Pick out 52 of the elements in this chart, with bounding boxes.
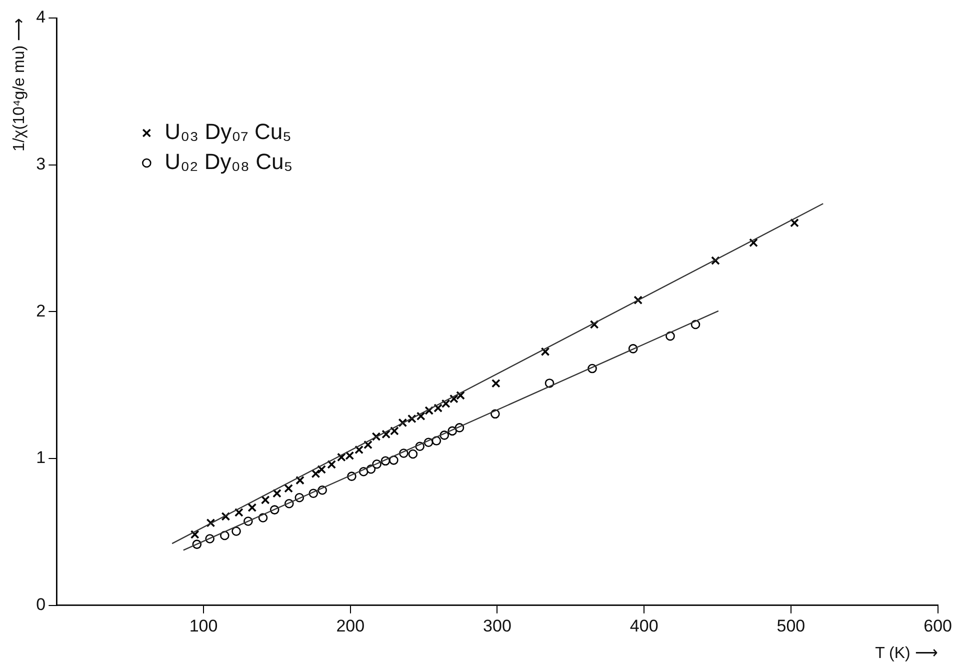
point xyxy=(424,406,434,415)
point xyxy=(296,476,304,485)
point xyxy=(434,404,442,412)
y-axis-title: 1/χ(10⁴g/e mu) ⟶ xyxy=(11,18,28,152)
point xyxy=(336,452,346,462)
x-tick-label: 300 xyxy=(483,616,512,636)
point xyxy=(398,418,408,428)
point xyxy=(372,432,381,441)
point xyxy=(317,464,326,474)
point xyxy=(232,526,241,536)
x-axis-title: T (K) ⟶ xyxy=(875,644,938,662)
x-tick-label: 200 xyxy=(336,616,365,636)
point xyxy=(749,238,758,248)
point xyxy=(206,518,216,528)
point xyxy=(248,503,257,512)
point xyxy=(491,378,500,388)
point xyxy=(540,347,550,356)
point xyxy=(408,449,418,459)
point xyxy=(634,296,643,305)
point xyxy=(354,445,364,454)
point xyxy=(449,394,458,404)
point xyxy=(416,412,426,421)
point xyxy=(260,496,270,504)
y-tick-label: 0 xyxy=(36,595,46,614)
point xyxy=(364,440,372,450)
point xyxy=(790,218,799,228)
legend-label: U₀₂ Dy₀₈ Cu₅ xyxy=(164,149,293,174)
y-tick-label: 4 xyxy=(36,8,46,27)
point xyxy=(711,256,720,266)
point xyxy=(272,488,282,498)
point xyxy=(382,430,390,439)
point xyxy=(221,512,230,521)
legend-label: U₀₃ Dy₀₇ Cu₅ xyxy=(164,119,292,144)
y-tick-label: 1 xyxy=(36,448,46,468)
point xyxy=(284,484,293,493)
point xyxy=(311,469,320,478)
point xyxy=(456,390,465,400)
point xyxy=(441,399,450,408)
point xyxy=(390,426,399,436)
x-tick-label: 600 xyxy=(924,616,952,636)
point xyxy=(190,530,200,539)
point xyxy=(345,451,354,460)
x-tick-label: 100 xyxy=(189,616,218,636)
x-tick-label: 500 xyxy=(776,616,806,636)
y-tick-label: 2 xyxy=(36,301,46,320)
point xyxy=(234,508,244,517)
point xyxy=(220,530,230,540)
y-tick-label: 3 xyxy=(36,154,46,174)
x-tick-label: 400 xyxy=(630,616,658,636)
point xyxy=(407,414,416,424)
point xyxy=(327,460,336,469)
point xyxy=(590,320,599,329)
